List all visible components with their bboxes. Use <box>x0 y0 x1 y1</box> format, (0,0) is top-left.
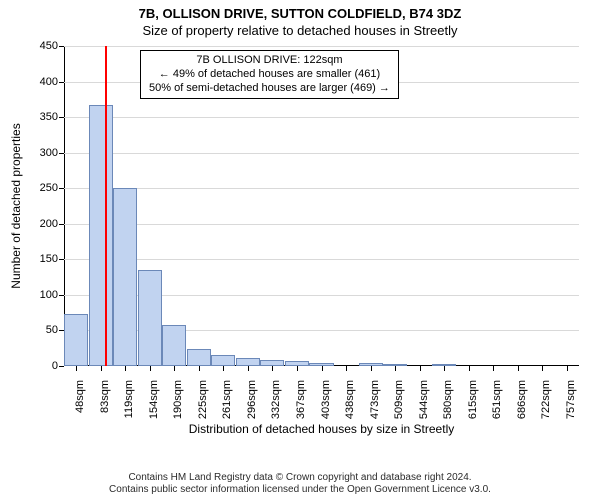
xtick-label: 332sqm <box>270 380 282 419</box>
xtick-label: 722sqm <box>540 380 552 419</box>
annotation-line: ← 49% of detached houses are smaller (46… <box>149 68 390 82</box>
xtick-mark <box>346 366 347 371</box>
histogram-bar <box>162 325 186 366</box>
chart-title-main: 7B, OLLISON DRIVE, SUTTON COLDFIELD, B74… <box>0 0 600 21</box>
xtick-label: 225sqm <box>197 380 209 419</box>
xtick-mark <box>395 366 396 371</box>
xtick-label: 367sqm <box>295 380 307 419</box>
xtick-label: 544sqm <box>418 380 430 419</box>
histogram-bar <box>89 105 113 366</box>
histogram-bar <box>64 314 88 366</box>
xtick-label: 190sqm <box>172 380 184 419</box>
xtick-mark <box>125 366 126 371</box>
chart-footer: Contains HM Land Registry data © Crown c… <box>0 472 600 496</box>
histogram-bar <box>236 358 260 366</box>
annotation-line: 50% of semi-detached houses are larger (… <box>149 82 390 96</box>
ytick-mark <box>59 153 64 154</box>
xtick-mark <box>199 366 200 371</box>
xtick-label: 757sqm <box>565 380 577 419</box>
xtick-mark <box>518 366 519 371</box>
xtick-mark <box>223 366 224 371</box>
xtick-label: 261sqm <box>221 380 233 419</box>
y-axis-label: Number of detached properties <box>9 123 23 288</box>
gridline-h <box>64 153 579 154</box>
xtick-label: 403sqm <box>320 380 332 419</box>
annotation-line: 7B OLLISON DRIVE: 122sqm <box>149 54 390 68</box>
xtick-label: 686sqm <box>516 380 528 419</box>
histogram-bar <box>138 270 162 366</box>
xtick-mark <box>101 366 102 371</box>
chart-title-sub: Size of property relative to detached ho… <box>0 21 600 38</box>
ytick-label: 350 <box>0 111 58 123</box>
xtick-label: 651sqm <box>491 380 503 419</box>
chart-plot-area: 7B OLLISON DRIVE: 122sqm← 49% of detache… <box>64 46 579 366</box>
xtick-mark <box>469 366 470 371</box>
ytick-label: 400 <box>0 76 58 88</box>
xtick-label: 615sqm <box>467 380 479 419</box>
ytick-label: 450 <box>0 40 58 52</box>
ytick-mark <box>59 259 64 260</box>
ytick-label: 0 <box>0 360 58 372</box>
xtick-label: 580sqm <box>442 380 454 419</box>
xtick-label: 438sqm <box>344 380 356 419</box>
xtick-mark <box>297 366 298 371</box>
xtick-mark <box>493 366 494 371</box>
xtick-mark <box>420 366 421 371</box>
xtick-label: 509sqm <box>393 380 405 419</box>
ytick-mark <box>59 82 64 83</box>
xtick-mark <box>444 366 445 371</box>
xtick-mark <box>248 366 249 371</box>
gridline-h <box>64 117 579 118</box>
xtick-mark <box>174 366 175 371</box>
xtick-mark <box>150 366 151 371</box>
ytick-label: 50 <box>0 324 58 336</box>
histogram-bar <box>187 349 211 366</box>
gridline-h <box>64 46 579 47</box>
xtick-label: 83sqm <box>99 380 111 413</box>
footer-line-2: Contains public sector information licen… <box>0 484 600 496</box>
xtick-mark <box>567 366 568 371</box>
xtick-label: 48sqm <box>74 380 86 413</box>
footer-line-1: Contains HM Land Registry data © Crown c… <box>0 472 600 484</box>
ytick-mark <box>59 295 64 296</box>
xtick-mark <box>542 366 543 371</box>
ytick-mark <box>59 188 64 189</box>
ytick-mark <box>59 46 64 47</box>
ytick-mark <box>59 117 64 118</box>
gridline-h <box>64 259 579 260</box>
ytick-mark <box>59 366 64 367</box>
gridline-h <box>64 188 579 189</box>
xtick-label: 154sqm <box>148 380 160 419</box>
xtick-label: 119sqm <box>123 380 135 418</box>
xtick-label: 473sqm <box>369 380 381 419</box>
annotation-box: 7B OLLISON DRIVE: 122sqm← 49% of detache… <box>140 50 399 99</box>
x-axis-label: Distribution of detached houses by size … <box>189 422 454 436</box>
xtick-mark <box>272 366 273 371</box>
marker-line <box>105 46 107 366</box>
xtick-label: 296sqm <box>246 380 258 419</box>
xtick-mark <box>371 366 372 371</box>
ytick-label: 100 <box>0 289 58 301</box>
gridline-h <box>64 224 579 225</box>
histogram-bar <box>113 188 137 366</box>
histogram-bar <box>211 355 235 366</box>
ytick-mark <box>59 224 64 225</box>
xtick-mark <box>322 366 323 371</box>
xtick-mark <box>76 366 77 371</box>
